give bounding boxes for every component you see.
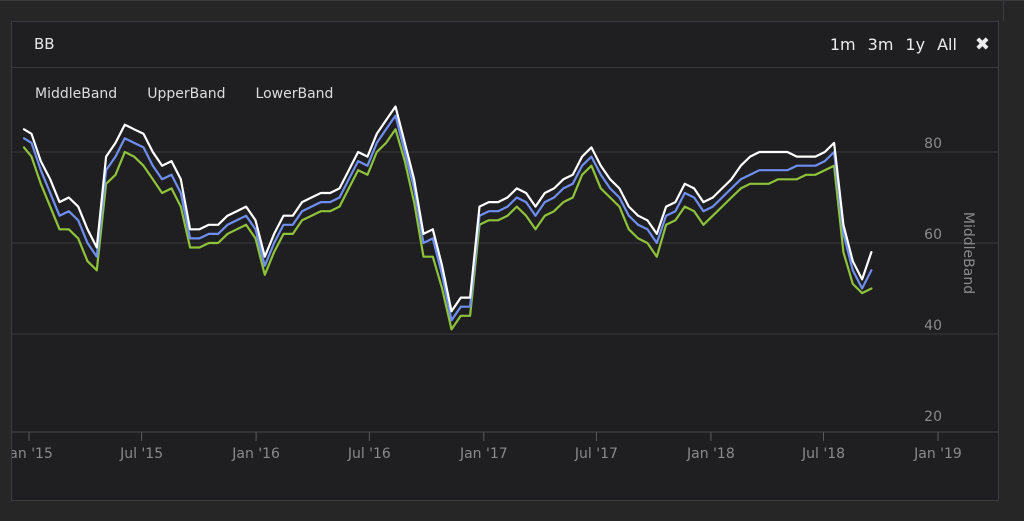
x-tick-label: Jan '17 — [459, 446, 508, 462]
legend-item-lowerband[interactable]: LowerBand — [255, 86, 334, 102]
top-divider — [0, 0, 1024, 1]
x-tick-label: Jan '18 — [686, 446, 735, 462]
panel-title: BB — [34, 35, 55, 53]
range-1m-button[interactable]: 1m — [829, 35, 856, 54]
close-icon[interactable]: ✖ — [974, 34, 990, 55]
bollinger-chart: 20 40 60 80 Jan '15 Jul '15 Jan '16 Jul '16 Jan … — [12, 105, 998, 462]
x-tick-label: Jan '15 — [12, 446, 53, 462]
x-tick-label: Jul '18 — [801, 446, 845, 462]
x-tick-label: Jul '16 — [347, 446, 391, 462]
x-tick-label: Jan '16 — [231, 446, 280, 462]
y-tick-label: 60 — [924, 227, 942, 243]
range-1y-button[interactable]: 1y — [905, 35, 926, 54]
x-tick-label: Jan '19 — [913, 446, 962, 462]
x-tick-label: Jul '17 — [574, 446, 618, 462]
right-divider — [1003, 0, 1004, 21]
range-selector: 1m 3m 1y All ✖ — [818, 34, 990, 55]
chart-legend: MiddleBand UpperBand LowerBand — [35, 86, 363, 102]
legend-item-middleband[interactable]: MiddleBand — [35, 86, 118, 102]
range-3m-button[interactable]: 3m — [867, 35, 894, 54]
x-tick-label: Jul '15 — [119, 446, 163, 462]
lowerband-line — [22, 128, 873, 331]
range-all-button[interactable]: All — [937, 35, 957, 54]
y-tick-label: 40 — [924, 318, 942, 334]
upperband-line — [22, 105, 873, 313]
y-tick-label: 20 — [924, 409, 942, 425]
middleband-line — [22, 114, 873, 322]
bb-chart-panel: BB 1m 3m 1y All ✖ MiddleBand UpperBand L… — [11, 21, 999, 501]
y-tick-label: 80 — [924, 136, 942, 152]
y-axis-title: MiddleBand — [960, 212, 976, 294]
panel-header: BB 1m 3m 1y All ✖ — [12, 22, 998, 68]
legend-item-upperband[interactable]: UpperBand — [147, 86, 226, 102]
